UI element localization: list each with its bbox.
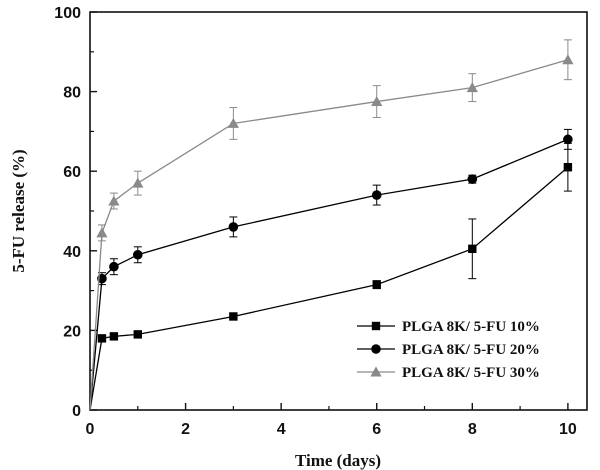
y-tick-label: 20 xyxy=(63,323,81,340)
data-point xyxy=(563,163,573,172)
data-point xyxy=(109,261,119,272)
data-point xyxy=(371,95,383,107)
x-tick-label: 6 xyxy=(372,421,381,438)
data-point xyxy=(228,222,239,232)
series-triangle xyxy=(89,39,574,411)
data-point xyxy=(227,117,239,128)
legend-item: PLGA 8K/ 5-FU 10% xyxy=(357,319,540,335)
series-line xyxy=(89,59,569,411)
data-point xyxy=(466,82,478,93)
data-point xyxy=(467,174,478,184)
data-point xyxy=(132,177,144,188)
data-point xyxy=(468,244,477,254)
legend-label: PLGA 8K/ 5-FU 10% xyxy=(402,319,540,335)
series-square xyxy=(89,142,573,411)
x-tick-label: 4 xyxy=(277,421,286,438)
data-point xyxy=(371,190,382,200)
legend-marker xyxy=(371,321,381,331)
y-tick-label: 0 xyxy=(72,403,81,420)
data-point xyxy=(372,280,381,289)
y-axis-title: 5-FU release (%) xyxy=(9,149,28,272)
data-point xyxy=(108,195,120,206)
data-point xyxy=(563,134,573,145)
data-point xyxy=(229,312,238,321)
y-tick-label: 40 xyxy=(63,244,81,261)
x-tick-label: 0 xyxy=(86,421,95,438)
data-point xyxy=(133,330,142,339)
legend-marker xyxy=(371,344,381,354)
data-point xyxy=(132,249,143,260)
legend-item: PLGA 8K/ 5-FU 30% xyxy=(357,365,540,381)
data-point xyxy=(109,332,119,341)
legend-label: PLGA 8K/ 5-FU 30% xyxy=(402,365,540,381)
x-tick-label: 8 xyxy=(468,421,477,438)
data-point xyxy=(96,227,108,238)
y-tick-label: 60 xyxy=(63,164,81,181)
data-point xyxy=(562,54,574,65)
x-tick-label: 2 xyxy=(181,421,190,438)
data-point xyxy=(97,334,107,343)
x-tick-label: 10 xyxy=(559,421,577,438)
legend-marker xyxy=(370,366,382,377)
legend-item: PLGA 8K/ 5-FU 20% xyxy=(357,342,540,358)
legend-label: PLGA 8K/ 5-FU 20% xyxy=(402,342,540,358)
y-tick-label: 80 xyxy=(63,85,81,102)
x-axis-title: Time (days) xyxy=(295,451,381,470)
y-tick-label: 100 xyxy=(54,5,81,22)
